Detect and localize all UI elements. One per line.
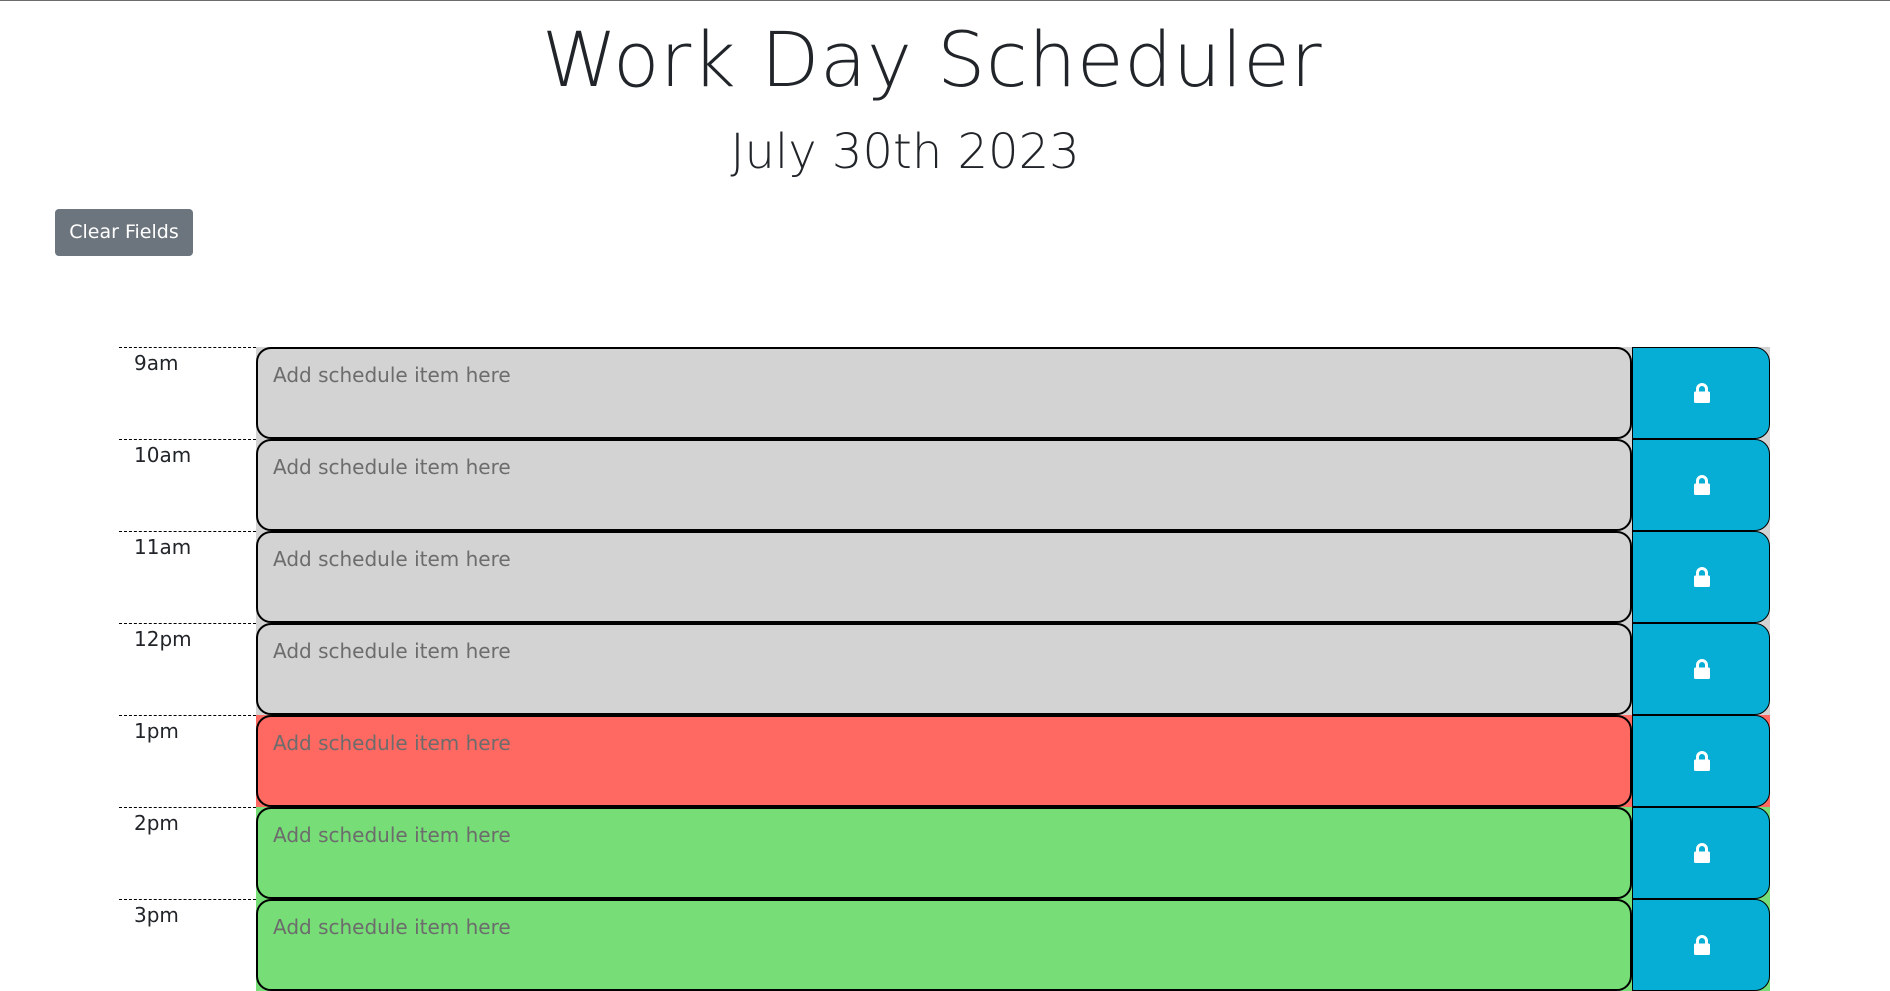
time-block-3pm: 3pm: [119, 899, 1770, 991]
time-block-2pm: 2pm: [119, 807, 1770, 899]
save-button[interactable]: [1632, 347, 1770, 439]
time-block-9am: 9am: [119, 347, 1770, 439]
lock-icon: [1694, 475, 1710, 495]
hour-label: 10am: [119, 439, 256, 531]
hour-label: 11am: [119, 531, 256, 623]
save-button[interactable]: [1632, 531, 1770, 623]
hour-label: 12pm: [119, 623, 256, 715]
schedule-item-input[interactable]: [256, 347, 1632, 439]
current-date: July 30th 2023: [730, 124, 1080, 180]
hour-label: 2pm: [119, 807, 256, 899]
save-button[interactable]: [1632, 899, 1770, 991]
time-block-12pm: 12pm: [119, 623, 1770, 715]
lock-icon: [1694, 383, 1710, 403]
lock-icon: [1694, 935, 1710, 955]
save-button[interactable]: [1632, 715, 1770, 807]
hour-label: 1pm: [119, 715, 256, 807]
lock-icon: [1694, 843, 1710, 863]
top-divider: [0, 0, 1890, 1]
clear-fields-button[interactable]: Clear Fields: [55, 209, 193, 256]
schedule-item-input[interactable]: [256, 439, 1632, 531]
page-title: Work Day Scheduler: [541, 15, 1323, 104]
hour-label: 3pm: [119, 899, 256, 991]
time-block-1pm: 1pm: [119, 715, 1770, 807]
save-button[interactable]: [1632, 623, 1770, 715]
schedule-list: 9am 10am 11am: [119, 347, 1770, 991]
save-button[interactable]: [1632, 807, 1770, 899]
schedule-item-input[interactable]: [256, 531, 1632, 623]
schedule-item-input[interactable]: [256, 623, 1632, 715]
lock-icon: [1694, 567, 1710, 587]
time-block-10am: 10am: [119, 439, 1770, 531]
schedule-item-input[interactable]: [256, 899, 1632, 991]
lock-icon: [1694, 751, 1710, 771]
lock-icon: [1694, 659, 1710, 679]
schedule-item-input[interactable]: [256, 715, 1632, 807]
schedule-item-input[interactable]: [256, 807, 1632, 899]
hour-label: 9am: [119, 347, 256, 439]
save-button[interactable]: [1632, 439, 1770, 531]
time-block-11am: 11am: [119, 531, 1770, 623]
